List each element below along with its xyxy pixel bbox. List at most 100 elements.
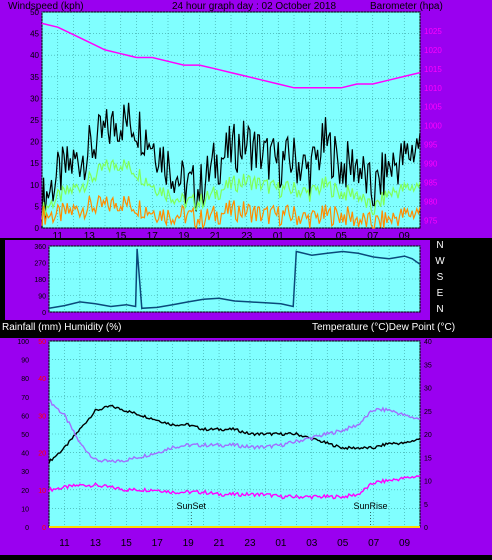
temperature-series-humidity [48, 398, 421, 464]
temperature-axis-label: Temperature (°C)Dew Point (°C) [312, 322, 455, 333]
wind-y-tick: 10 [30, 181, 39, 190]
temperature-y-tick: 5 [424, 502, 428, 509]
temperature-y-tick: 40 [424, 339, 432, 346]
rain-y-tick: 10 [38, 488, 46, 495]
chart-title: 24 hour graph day : 02 October 2018 [172, 1, 336, 12]
humidity-y-tick: 30 [21, 469, 29, 476]
temperature-x-tick: 21 [213, 538, 225, 549]
direction-y-tick: 90 [38, 294, 46, 301]
humidity-y-tick: 0 [25, 525, 29, 532]
humidity-axis-label: Rainfall (mm) Humidity (%) [2, 322, 121, 333]
wind-axis-label: Windspeed (kph) [8, 1, 84, 12]
compass-label: N [436, 240, 443, 251]
wind-y-tick: 20 [30, 138, 39, 147]
wind-y-tick: 35 [30, 73, 39, 82]
temperature-x-tick: 11 [59, 538, 70, 549]
wind-y-tick: 45 [30, 30, 39, 39]
barometer-y-tick: 1010 [424, 84, 442, 93]
humidity-y-tick: 60 [21, 413, 29, 420]
temperature-y-tick: 0 [424, 525, 428, 532]
humidity-y-tick: 50 [21, 432, 29, 439]
wind-series-average [41, 158, 421, 220]
wind-x-tick: 03 [304, 231, 316, 242]
direction-y-tick: 0 [42, 310, 46, 317]
rain-y-tick: 40 [38, 376, 46, 383]
humidity-y-tick: 70 [21, 395, 29, 402]
temperature-y-tick: 15 [424, 455, 432, 462]
barometer-y-tick: 990 [424, 160, 438, 169]
direction-y-tick: 360 [34, 244, 46, 251]
wind-x-tick: 11 [53, 231, 64, 242]
compass-label: S [437, 272, 444, 283]
wind-y-tick: 25 [30, 116, 39, 125]
wind-series-gust [41, 102, 421, 229]
barometer-y-tick: 985 [424, 179, 438, 188]
direction-series [48, 248, 421, 310]
temperature-series-dew-point [48, 474, 421, 500]
wind-x-tick: 07 [367, 231, 379, 242]
temperature-y-tick: 25 [424, 409, 432, 416]
humidity-y-tick: 40 [21, 451, 29, 458]
barometer-y-tick: 980 [424, 197, 438, 206]
wind-x-tick: 21 [210, 231, 222, 242]
humidity-y-tick: 10 [21, 506, 29, 513]
barometer-y-tick: 1025 [424, 27, 442, 36]
barometer-y-tick: 1005 [424, 103, 442, 112]
humidity-y-tick: 80 [21, 376, 29, 383]
compass-label: E [437, 288, 444, 299]
wind-x-tick: 01 [273, 231, 285, 242]
wind-x-tick: 23 [241, 231, 253, 242]
rain-y-tick: 50 [38, 339, 46, 346]
wind-series-barometer [41, 22, 421, 89]
temperature-x-tick: 05 [337, 538, 349, 549]
temperature-x-tick: 19 [183, 538, 195, 549]
temperature-series-temperature [48, 404, 421, 464]
barometer-y-tick: 1020 [424, 46, 442, 55]
wind-x-tick: 13 [84, 231, 96, 242]
wind-x-tick: 09 [399, 231, 411, 242]
rain-y-tick: 20 [38, 451, 46, 458]
humidity-y-tick: 90 [21, 358, 29, 365]
direction-y-tick: 180 [34, 277, 46, 284]
temperature-x-tick: 03 [306, 538, 318, 549]
barometer-y-tick: 1000 [424, 122, 442, 131]
compass-label: W [435, 256, 445, 267]
direction-y-tick: 270 [34, 261, 46, 268]
wind-x-tick: 17 [147, 231, 159, 242]
sun-annotation: SunRise [354, 501, 388, 511]
barometer-y-tick: 1015 [424, 65, 442, 74]
wind-y-tick: 50 [30, 8, 39, 17]
barometer-y-tick: 975 [424, 216, 438, 225]
rain-y-tick: 30 [38, 413, 46, 420]
wind-series-speed [41, 194, 421, 230]
wind-y-tick: 0 [35, 224, 40, 233]
temperature-x-tick: 13 [90, 538, 102, 549]
temperature-y-tick: 20 [424, 432, 432, 439]
humidity-y-tick: 100 [17, 339, 29, 346]
temperature-x-tick: 23 [244, 538, 256, 549]
temperature-y-tick: 30 [424, 386, 432, 393]
wind-x-tick: 15 [115, 231, 127, 242]
compass-label: N [436, 304, 443, 315]
wind-x-tick: 19 [178, 231, 190, 242]
barometer-axis-label: Barometer (hpa) [370, 1, 443, 12]
wind-y-tick: 5 [35, 202, 40, 211]
temperature-x-tick: 01 [275, 538, 287, 549]
temperature-x-tick: 17 [152, 538, 164, 549]
temperature-y-tick: 35 [424, 362, 432, 369]
barometer-y-tick: 995 [424, 141, 438, 150]
temperature-x-tick: 15 [121, 538, 133, 549]
rain-y-tick: 0 [42, 525, 46, 532]
wind-y-tick: 40 [30, 51, 39, 60]
humidity-y-tick: 20 [21, 488, 29, 495]
sun-annotation: SunSet [176, 501, 206, 511]
temperature-x-tick: 09 [399, 538, 411, 549]
wind-y-tick: 30 [30, 94, 39, 103]
temperature-y-tick: 10 [424, 479, 432, 486]
gap-left [0, 238, 5, 338]
wind-x-tick: 05 [336, 231, 348, 242]
temperature-x-tick: 07 [368, 538, 380, 549]
wind-y-tick: 15 [30, 159, 39, 168]
